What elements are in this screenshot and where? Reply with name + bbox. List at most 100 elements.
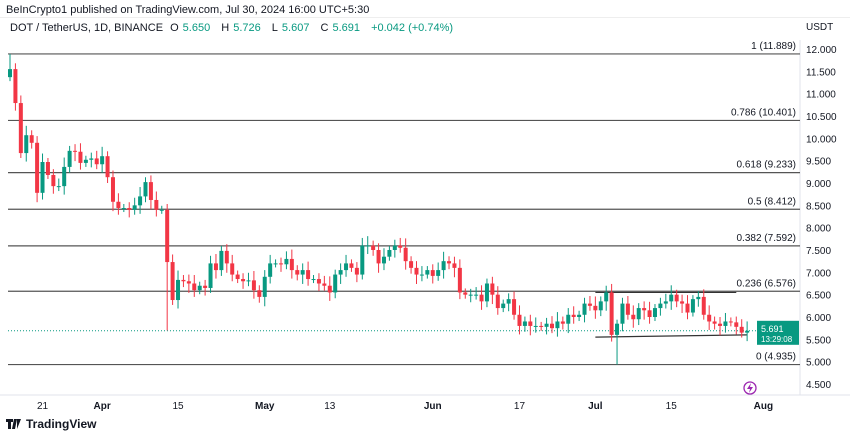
candle-body [392, 245, 397, 250]
candle-body [609, 292, 614, 335]
candle-body [517, 314, 522, 326]
candle-body [29, 135, 34, 143]
y-tick-label: 9.000 [806, 179, 831, 190]
y-tick-label: 7.500 [806, 246, 831, 257]
publish-info: BeInCrypto1 published on TradingView.com… [6, 4, 370, 16]
candle-body [181, 279, 186, 282]
symbol-header: DOT / TetherUS, 1D, BINANCE O 5.650 H 5.72… [10, 22, 457, 34]
candle-body [246, 280, 251, 282]
candle-body [436, 270, 441, 276]
candle-body [230, 263, 235, 275]
candle-body [441, 261, 446, 271]
x-tick-label: May [255, 401, 275, 412]
price-tag [757, 320, 799, 345]
candle-body [512, 299, 517, 315]
candle-body [257, 290, 262, 297]
divider [0, 17, 850, 18]
candle-body [45, 162, 50, 175]
candle-body [105, 156, 110, 178]
candle-body [381, 256, 386, 264]
x-tick-label: 15 [172, 401, 184, 412]
candle-body [94, 158, 99, 165]
candle-body [224, 250, 229, 264]
candle-body [620, 303, 625, 324]
candle-body [550, 323, 554, 329]
y-tick-label: 8.000 [806, 224, 831, 235]
candle-body [734, 322, 739, 327]
candle-body [127, 208, 132, 210]
candle-body [701, 296, 706, 315]
y-tick-label: 10.000 [806, 134, 837, 145]
candle-body [669, 294, 674, 302]
candle-body [598, 301, 603, 311]
candle-body [306, 270, 311, 280]
x-tick-label: Apr [94, 401, 111, 412]
candle-body [490, 283, 495, 295]
candle-body [56, 186, 61, 188]
candle-body [376, 250, 381, 264]
candle-body [468, 294, 473, 296]
candle-body [148, 182, 153, 200]
candle-body [647, 310, 652, 317]
fib-level-label: 0.5 (8.412) [748, 196, 796, 207]
candle-body [739, 326, 744, 333]
candle-body [745, 330, 750, 333]
candle-body [560, 321, 565, 324]
fib-level-label: 0 (4.935) [756, 352, 796, 363]
ohlc-low: L 5.607 [272, 22, 314, 34]
candle-body [279, 263, 283, 265]
candle-body [284, 258, 289, 265]
candle-body [170, 262, 175, 301]
y-tick-label: 11.500 [806, 67, 836, 78]
ohlc-low-value: 5.607 [281, 22, 310, 34]
candle-body [67, 150, 72, 167]
candle-body [663, 301, 668, 304]
candle-body [138, 196, 143, 206]
candle-body [387, 250, 392, 257]
candle-body [110, 177, 115, 202]
ohlc-low-label: L [271, 22, 278, 34]
candle-body [593, 305, 598, 311]
candle-body [403, 247, 408, 262]
candle-body [327, 285, 332, 293]
symbol-name[interactable]: DOT / TetherUS, 1D, BINANCE [10, 22, 164, 34]
candle-body [457, 267, 462, 293]
candle-body [680, 301, 685, 304]
candle-body [636, 308, 641, 320]
currency-label[interactable]: USDT [806, 22, 834, 33]
candle-body [132, 205, 137, 210]
candle-body [143, 182, 148, 197]
candle-body [338, 270, 343, 275]
candle-body [398, 245, 403, 248]
candle-body [658, 303, 663, 309]
candle-body [484, 283, 489, 302]
y-tick-label: 6.500 [806, 291, 831, 302]
candle-body [506, 299, 511, 304]
candle-body [528, 321, 533, 326]
candle-body [100, 156, 105, 165]
fib-level-label: 1 (11.889) [751, 41, 796, 52]
candle-body [208, 263, 213, 288]
candle-body [300, 270, 305, 275]
candle-body [83, 159, 88, 163]
ohlc-change: +0.042 (+0.74%) [371, 22, 454, 34]
fib-level-label: 0.236 (6.576) [737, 278, 797, 289]
candle-body [566, 314, 571, 324]
candle-body [474, 294, 479, 296]
candle-body [197, 285, 202, 291]
candle-body [544, 323, 549, 327]
candle-body [235, 274, 240, 280]
candle-body [642, 308, 647, 311]
tradingview-logo[interactable]: TradingView [6, 417, 96, 431]
price-tag-countdown: 13:29:08 [761, 335, 793, 344]
y-tick-label: 12.000 [806, 45, 837, 56]
candle-body [78, 151, 83, 163]
candle-body [289, 258, 294, 271]
candle-body [89, 158, 94, 160]
candle-body [213, 263, 218, 271]
candle-body [51, 174, 56, 187]
channel-line [595, 334, 748, 338]
candle-body [268, 263, 273, 277]
candle-body [718, 323, 723, 326]
